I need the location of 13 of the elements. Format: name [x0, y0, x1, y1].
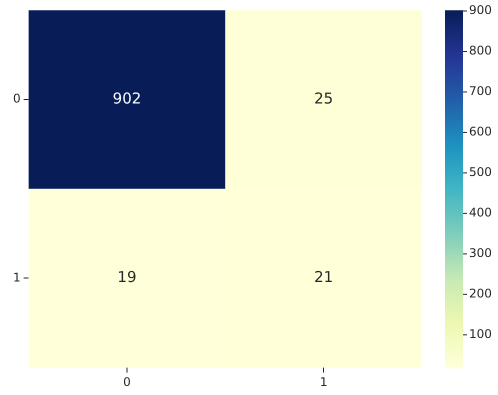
color-bar-label: 700 [469, 84, 492, 98]
data-label: 21 [314, 268, 334, 286]
color-bar-label: 200 [469, 286, 492, 300]
color-bar-label: 800 [469, 44, 492, 58]
color-bar-label: 100 [469, 326, 492, 341]
color-bar-label: 500 [469, 165, 492, 180]
data-label: 25 [314, 89, 334, 108]
color-bar-label: 900 [469, 3, 492, 18]
color-bar-label: 600 [469, 124, 492, 139]
data-label: 19 [117, 268, 137, 286]
data-label: 902 [112, 89, 142, 108]
color-bar-label: 300 [469, 246, 492, 260]
color-bar-label: 400 [469, 206, 492, 220]
